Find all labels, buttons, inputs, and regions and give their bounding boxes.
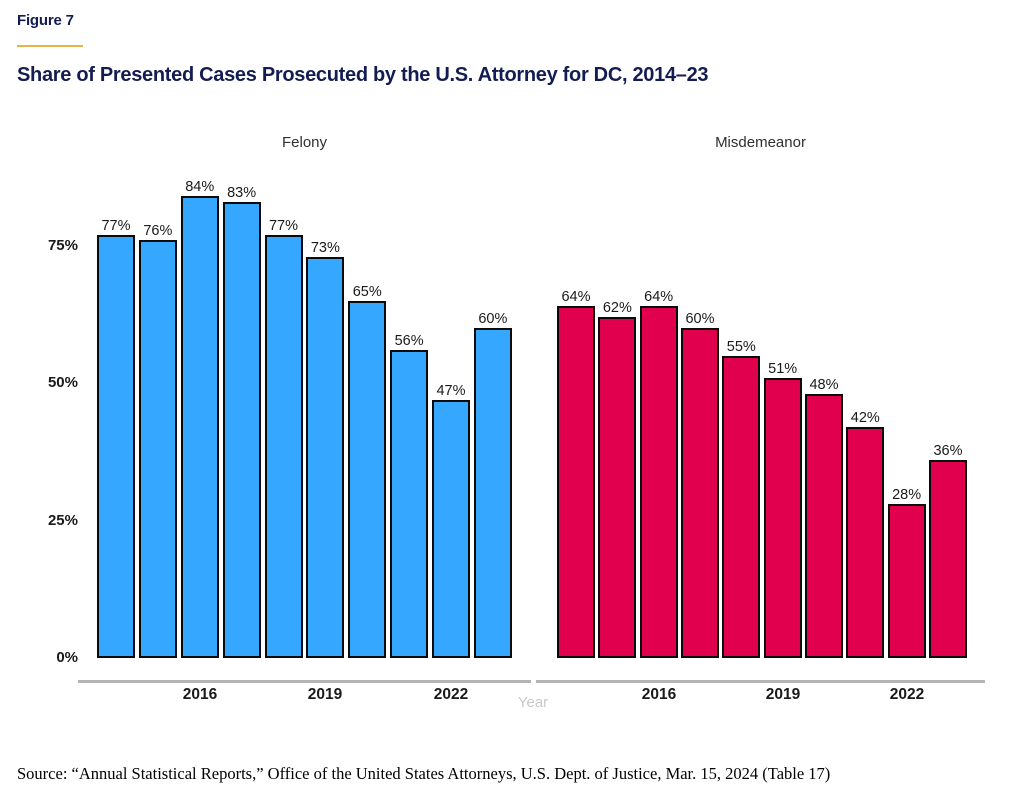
bar-value-label: 60%: [685, 311, 715, 327]
bar-value-label: 77%: [268, 217, 299, 234]
x-axis-tick-label: 2019: [765, 686, 801, 703]
bar: 60%: [473, 311, 512, 658]
felony-panel: Felony 77% 76% 84% 83% 77% 73% 65% 56% 47% 60% 20…: [78, 120, 531, 745]
y-axis-tick-label: 25%: [47, 511, 78, 529]
y-axis-tick-label: 0%: [56, 649, 78, 666]
bar-value-label: 76%: [143, 223, 173, 239]
bar-value-label: 51%: [768, 360, 798, 377]
x-axis-tick-label: 2022: [433, 686, 469, 703]
bar: 84%: [180, 179, 219, 658]
bar: 55%: [722, 339, 761, 658]
x-axis-tick-label: 2022: [889, 686, 925, 703]
bar: 76%: [138, 223, 177, 658]
figure-label: Figure 7: [17, 12, 74, 29]
bar-chart: Felony 77% 76% 84% 83% 77% 73% 65% 56% 47% 60% 20…: [0, 120, 1024, 745]
bar: 64%: [639, 289, 678, 658]
bar: 56%: [390, 333, 429, 658]
bar-value-label: 84%: [185, 179, 215, 195]
bar-value-label: 64%: [561, 289, 591, 305]
bar-value-label: 48%: [809, 377, 839, 393]
bar: 77%: [97, 218, 135, 658]
bar-value-label: 47%: [436, 382, 466, 399]
bar: 28%: [887, 487, 926, 658]
bar: 73%: [306, 240, 345, 658]
bar-value-label: 65%: [352, 283, 382, 300]
x-axis-title: Year: [517, 694, 549, 711]
bar: 62%: [598, 300, 637, 658]
misdemeanor-x-axis-line: [536, 680, 985, 683]
bar: 36%: [928, 443, 967, 658]
source-note: Source: “Annual Statistical Reports,” Of…: [17, 764, 831, 783]
bar: 65%: [348, 284, 387, 658]
bar: 42%: [846, 410, 885, 658]
bar-value-label: 60%: [478, 311, 508, 327]
bar: 64%: [557, 289, 595, 658]
bar: 48%: [804, 377, 843, 658]
bar-value-label: 77%: [101, 217, 131, 234]
bar-value-label: 36%: [933, 443, 963, 459]
bar: 51%: [763, 361, 802, 658]
bar: 47%: [432, 383, 470, 658]
x-axis-tick-label: 2019: [307, 686, 343, 703]
y-axis-tick-label: 50%: [47, 374, 78, 391]
bar: 60%: [680, 311, 719, 658]
bar-value-label: 56%: [394, 333, 424, 349]
y-axis-tick-label: 75%: [47, 236, 78, 254]
misdemeanor-bars: 64% 62% 64% 60% 55% 51% 48% 42% 28% 36%: [557, 158, 967, 658]
bar-value-label: 83%: [227, 184, 257, 201]
bar-value-label: 28%: [892, 487, 922, 503]
felony-x-axis-line: [78, 680, 531, 683]
felony-bars: 77% 76% 84% 83% 77% 73% 65% 56% 47% 60%: [97, 158, 512, 658]
figure-rule-decoration: [17, 45, 83, 47]
x-axis-tick-label: 2016: [182, 686, 218, 703]
bar-value-label: 42%: [850, 410, 880, 426]
felony-panel-title: Felony: [281, 134, 328, 151]
bar-value-label: 62%: [602, 300, 632, 316]
misdemeanor-panel: Misdemeanor 64% 62% 64% 60% 55% 51% 48% 42% 28% 3…: [536, 120, 985, 745]
bar: 77%: [264, 218, 303, 658]
bar-value-label: 73%: [310, 239, 340, 256]
bar: 83%: [222, 185, 261, 658]
page-title: Share of Presented Cases Prosecuted by t…: [17, 64, 709, 86]
bar-value-label: 64%: [644, 289, 674, 305]
bar-value-label: 55%: [726, 338, 756, 355]
misdemeanor-panel-title: Misdemeanor: [715, 134, 806, 151]
x-axis-tick-label: 2016: [641, 686, 677, 703]
